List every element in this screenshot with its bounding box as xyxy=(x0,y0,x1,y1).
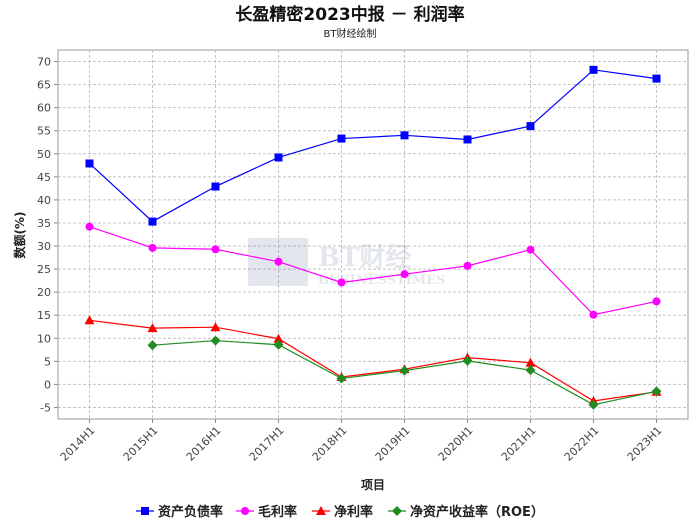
legend-marker xyxy=(392,506,402,516)
data-point xyxy=(274,153,283,162)
series-1 xyxy=(85,222,661,319)
y-tick-label: 40 xyxy=(37,194,51,207)
legend-item: 净资产收益率（ROE） xyxy=(388,504,544,520)
legend-item: 资产负债率 xyxy=(136,504,223,520)
data-point xyxy=(652,297,661,306)
y-tick-label: 20 xyxy=(37,286,51,299)
x-tick-label: 2018H1 xyxy=(310,424,350,464)
y-tick-label: -5 xyxy=(40,401,51,414)
y-tick-label: 10 xyxy=(37,332,51,345)
data-point xyxy=(462,355,473,366)
y-tick-label: 0 xyxy=(44,378,51,391)
data-point xyxy=(148,217,157,226)
y-tick-label: 5 xyxy=(44,355,51,368)
series-layer xyxy=(84,65,662,410)
series-0 xyxy=(85,65,661,226)
watermark-text: BT财经 xyxy=(318,242,411,273)
y-tick-label: 45 xyxy=(37,171,51,184)
data-point xyxy=(337,134,346,143)
data-point xyxy=(84,315,95,325)
data-point xyxy=(336,373,347,384)
y-tick-label: 30 xyxy=(37,240,51,253)
legend-marker xyxy=(241,507,249,515)
data-point xyxy=(526,122,535,131)
x-tick-label: 2023H1 xyxy=(625,424,665,464)
y-tick-label: 15 xyxy=(37,309,51,322)
data-point xyxy=(210,335,221,346)
legend-item: 净利率 xyxy=(312,504,373,520)
data-point xyxy=(526,245,535,254)
y-tick-label: 50 xyxy=(37,148,51,161)
x-axis-label: 项目 xyxy=(361,478,385,492)
data-point xyxy=(211,245,220,254)
series-line xyxy=(89,319,657,402)
x-tick-label: 2017H1 xyxy=(247,424,287,464)
data-point xyxy=(588,399,599,410)
x-tick-label: 2020H1 xyxy=(436,424,476,464)
data-point xyxy=(337,278,346,287)
y-tick-label: 65 xyxy=(37,79,51,92)
series-3 xyxy=(147,335,662,410)
data-point xyxy=(400,131,409,140)
data-point xyxy=(211,182,220,191)
legend-label: 净利率 xyxy=(334,504,373,520)
legend-label: 净资产收益率（ROE） xyxy=(410,504,544,520)
data-point xyxy=(525,357,536,367)
series-line xyxy=(89,69,657,223)
data-point xyxy=(273,333,284,343)
y-axis-ticks: -5 0 5 10 15 20 25 30 35 40 45 50 55 60 65 70 xyxy=(37,56,58,414)
y-tick-label: 70 xyxy=(37,56,51,69)
legend-marker xyxy=(316,506,326,515)
data-point xyxy=(463,135,472,144)
y-tick-label: 35 xyxy=(37,217,51,230)
x-tick-label: 2022H1 xyxy=(562,424,602,464)
grid xyxy=(58,50,688,419)
data-point xyxy=(589,310,598,319)
x-tick-label: 2016H1 xyxy=(184,424,224,464)
data-point xyxy=(148,243,157,252)
data-point xyxy=(651,386,662,397)
x-axis-ticks: 2014H1 2015H1 2016H1 2017H1 2018H1 2019H1 2020… xyxy=(58,419,665,464)
legend-item: 毛利率 xyxy=(236,504,297,520)
legend: 资产负债率 毛利率 净利率 净资产收益率（ROE） xyxy=(136,504,544,520)
data-point xyxy=(273,339,284,350)
y-axis-label: 数额(%) xyxy=(12,212,27,259)
legend-label: 资产负债率 xyxy=(158,504,223,520)
chart-subtitle: BT财经绘制 xyxy=(324,27,377,40)
y-tick-label: 60 xyxy=(37,102,51,115)
x-tick-label: 2014H1 xyxy=(58,424,98,464)
data-point xyxy=(400,270,409,279)
data-point xyxy=(147,323,158,333)
x-tick-label: 2019H1 xyxy=(373,424,413,464)
data-point xyxy=(147,340,158,351)
data-point xyxy=(85,159,94,168)
legend-marker xyxy=(141,507,149,515)
y-tick-label: 55 xyxy=(37,125,51,138)
data-point xyxy=(274,257,283,266)
data-point xyxy=(399,365,410,376)
x-tick-label: 2015H1 xyxy=(121,424,161,464)
data-point xyxy=(652,74,661,83)
data-point xyxy=(463,261,472,270)
series-line xyxy=(89,226,657,316)
chart-title: 长盈精密2023中报 － 利润率 xyxy=(235,4,464,25)
x-tick-label: 2021H1 xyxy=(499,424,539,464)
data-point xyxy=(210,322,221,332)
plot-area xyxy=(57,49,689,420)
data-point xyxy=(85,222,94,231)
watermark-subtext: BUSINESSTIMES xyxy=(318,273,446,288)
legend-label: 毛利率 xyxy=(258,504,297,520)
data-point xyxy=(589,65,598,74)
data-point xyxy=(525,365,536,376)
y-tick-label: 25 xyxy=(37,263,51,276)
